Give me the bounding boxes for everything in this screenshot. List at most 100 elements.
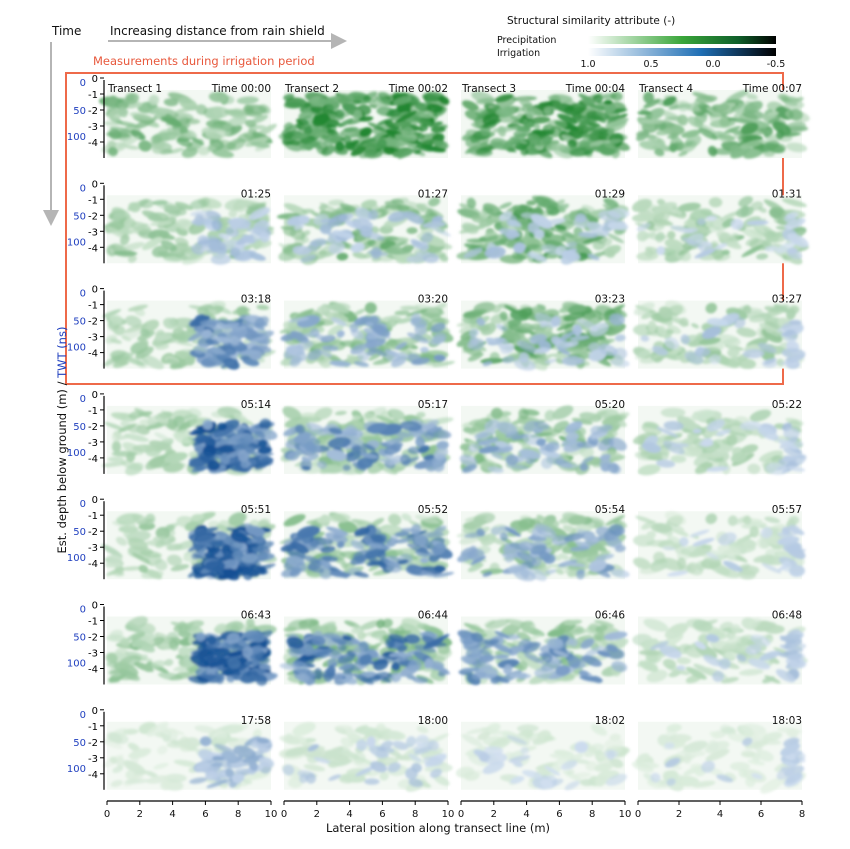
heatmap-cell-blue (359, 225, 373, 238)
heatmap-cell-green (168, 251, 177, 257)
heatmap-cell-blue (410, 523, 422, 536)
heatmap-cell-blue (715, 428, 731, 436)
heatmap-cell-green (520, 147, 529, 156)
heatmap-cell-blue (227, 219, 250, 229)
heatmap-cell-green (168, 639, 179, 651)
heatmap-cell-blue (253, 430, 265, 442)
heatmap-cell-blue (259, 664, 271, 670)
heatmap-cell-green (283, 514, 306, 527)
panel-time-label: 18:00 (418, 715, 448, 727)
heatmap-cell-green (216, 524, 230, 532)
depth-tick-label: -4 (88, 665, 98, 676)
heatmap-cell-green (432, 361, 456, 367)
depth-tick-label: -2 (88, 422, 98, 433)
heatmap-cell-blue (301, 465, 312, 471)
heatmap-cell-blue (296, 340, 314, 350)
heatmap-cell-blue (760, 527, 773, 539)
heatmap-cell-blue (213, 423, 235, 438)
depth-tick-label: -3 (88, 649, 98, 660)
heatmap-cell-blue (195, 533, 216, 546)
heatmap-cell-blue (218, 353, 231, 360)
heatmap-cell-green (131, 638, 155, 653)
heatmap-cell-blue (656, 459, 676, 468)
heatmap-cell-green (101, 461, 127, 468)
heatmap-cell-green (527, 133, 541, 145)
heatmap-cell-green (530, 116, 551, 124)
heatmap-cell-green (695, 461, 713, 474)
heatmap-cell-green (544, 410, 556, 422)
heatmap-cell-blue (248, 564, 267, 575)
heatmap-cell-blue (496, 421, 518, 435)
colorbar-irrigation-label: Irrigation (497, 48, 540, 59)
heatmap-cell-green (113, 250, 138, 257)
heatmap-cell-green (314, 106, 338, 115)
heatmap-cell-blue (379, 458, 400, 463)
heatmap-cell-green (428, 197, 441, 207)
heatmap-panel-r7-c3: 18:02 (455, 715, 630, 791)
heatmap-cell-blue (598, 210, 621, 222)
heatmap-cell-blue (292, 245, 312, 256)
heatmap-cell-green (139, 338, 149, 348)
heatmap-cell-green (416, 203, 427, 212)
heatmap-cell-blue (746, 220, 769, 226)
heatmap-cell-blue (535, 347, 550, 354)
heatmap-cell-green (698, 337, 721, 346)
heatmap-cell-blue (205, 210, 221, 220)
heatmap-cell-green (154, 559, 168, 571)
heatmap-cell-green (736, 327, 757, 338)
heatmap-cell-green (256, 304, 270, 311)
heatmap-panel-r7-c4: 18:03 (631, 715, 807, 794)
heatmap-cell-blue (482, 571, 493, 577)
heatmap-cell-blue (223, 551, 233, 562)
heatmap-cell-green (526, 111, 535, 119)
depth-tick-label: -1 (88, 195, 98, 206)
heatmap-cell-blue (199, 319, 220, 325)
heatmap-cell-green (131, 513, 147, 525)
heatmap-cell-green (526, 107, 543, 116)
heatmap-cell-blue (539, 532, 548, 539)
heatmap-cell-blue (350, 539, 365, 550)
heatmap-cell-green (705, 513, 718, 525)
heatmap-cell-green (392, 96, 412, 106)
heatmap-cell-blue (258, 446, 272, 454)
depth-tick-label: 0 (92, 74, 98, 85)
heatmap-cell-green (581, 204, 596, 214)
heatmap-cell-green (667, 133, 679, 139)
heatmap-cell-green (744, 100, 763, 114)
heatmap-cell-green (640, 118, 664, 125)
heatmap-cell-green (433, 302, 447, 311)
heatmap-cell-blue (347, 438, 364, 447)
heatmap-cell-green (118, 106, 128, 118)
heatmap-cell-green (686, 563, 697, 574)
heatmap-cell-green (464, 141, 489, 154)
heatmap-cell-blue (505, 229, 519, 240)
heatmap-cell-blue (550, 316, 561, 327)
heatmap-cell-green (738, 196, 753, 207)
heatmap-cell-green (643, 427, 662, 435)
heatmap-cell-green (322, 132, 345, 147)
heatmap-cell-blue (701, 438, 713, 447)
heatmap-cell-blue (757, 342, 777, 354)
depth-tick-label: -4 (88, 138, 98, 149)
heatmap-cell-green (508, 324, 532, 334)
heatmap-cell-blue (476, 528, 486, 537)
heatmap-cell-blue (695, 346, 705, 355)
heatmap-cell-green (189, 624, 201, 635)
heatmap-cell-green (722, 433, 747, 445)
heatmap-cell-blue (402, 456, 420, 465)
twt-tick-label: 100 (67, 343, 86, 354)
heatmap-cell-green (138, 564, 149, 573)
heatmap-cell-blue (331, 317, 347, 327)
heatmap-cell-blue (364, 548, 386, 559)
heatmap-cell-blue (222, 322, 240, 329)
colorbar-tick-1: 0.5 (643, 59, 658, 70)
heatmap-cell-green (678, 202, 701, 212)
heatmap-cell-green (523, 120, 535, 129)
x-tick-label: 0 (635, 809, 641, 820)
heatmap-cells (459, 405, 630, 475)
heatmap-cell-green (605, 249, 616, 258)
heatmap-cell-blue (706, 419, 725, 432)
heatmap-cell-blue (575, 213, 587, 223)
